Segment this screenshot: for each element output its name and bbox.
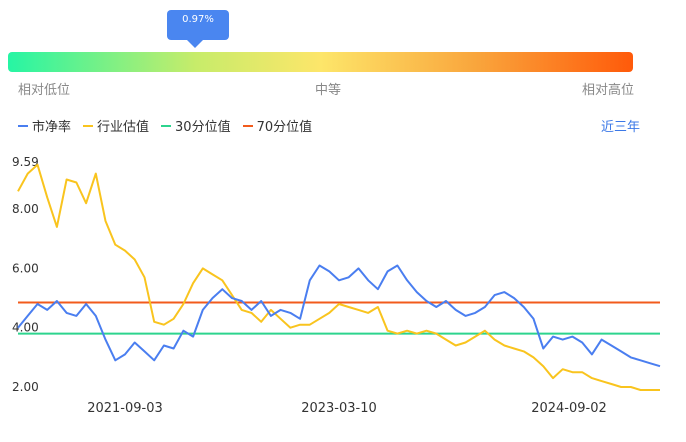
- legend-item-pb[interactable]: 市净率: [18, 116, 71, 135]
- legend-swatch-p30: [161, 124, 172, 127]
- valuation-gradient-bar: [8, 52, 633, 72]
- percentile-tooltip-text: 0.97%: [182, 14, 214, 25]
- pb-valuation-chart: 2.00 4.00 6.00 8.00 9.59 2021-09-03 2023-03-1…: [12, 155, 661, 416]
- y-tick-label: 9.59: [12, 155, 39, 169]
- legend-swatch-pb: [18, 124, 28, 127]
- y-tick-label: 8.00: [12, 202, 39, 216]
- legend-item-industry[interactable]: 行业估值: [83, 116, 149, 135]
- label-relative-low: 相对低位: [18, 83, 71, 98]
- legend-label-industry: 行业估值: [97, 120, 150, 135]
- legend-swatch-industry: [83, 124, 94, 127]
- y-tick-label: 4.00: [12, 321, 39, 335]
- legend-label-p70: 70分位值: [256, 120, 313, 135]
- x-axis-ticks: 2021-09-03 2023-03-10 2024-09-02: [87, 401, 607, 416]
- label-relative-high: 相对高位: [582, 83, 635, 98]
- x-tick-label: 2023-03-10: [301, 401, 377, 416]
- percentile-tooltip: 0.97%: [167, 10, 229, 48]
- label-medium: 中等: [315, 83, 342, 98]
- legend-label-p30: 30分位值: [175, 120, 231, 135]
- y-axis-ticks: 2.00 4.00 6.00 8.00 9.59: [12, 155, 39, 394]
- legend-item-p70[interactable]: 70分位值: [242, 116, 313, 135]
- legend-label-pb: 市净率: [32, 120, 72, 135]
- legend-swatch-p70: [242, 124, 253, 127]
- chart-lines: [17, 163, 661, 391]
- y-tick-label: 6.00: [12, 261, 39, 275]
- legend-item-p30[interactable]: 30分位值: [161, 116, 231, 135]
- x-tick-label: 2021-09-03: [87, 401, 163, 416]
- y-tick-label: 2.00: [12, 380, 39, 394]
- x-tick-label: 2024-09-02: [531, 401, 607, 416]
- range-selector-three-years[interactable]: 近三年: [600, 120, 640, 135]
- chart-legend: 市净率 行业估值 30分位值 70分位值: [18, 116, 312, 135]
- industry-series-line: [17, 163, 660, 391]
- pb-series-line: [17, 264, 661, 368]
